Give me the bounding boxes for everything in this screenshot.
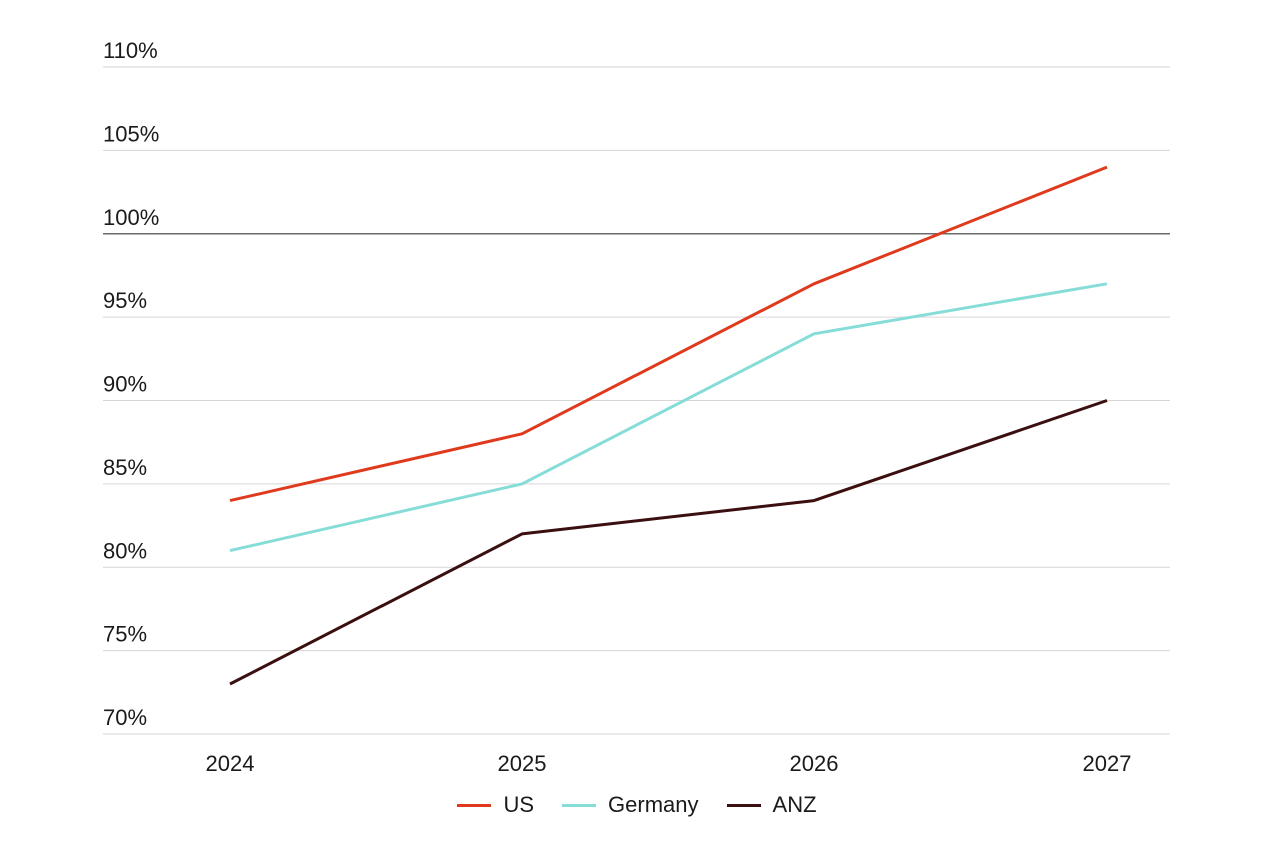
grid-lines: [103, 66, 1170, 735]
legend-label-us: US: [503, 792, 535, 817]
x-tick-label: 2026: [790, 751, 839, 776]
y-tick-label: 100%: [103, 205, 159, 230]
legend-label-germany: Germany: [608, 792, 699, 817]
y-tick-label: 95%: [103, 288, 147, 313]
y-tick-label: 105%: [103, 121, 159, 146]
y-tick-label: 75%: [103, 622, 147, 647]
y-tick-label: 80%: [103, 538, 147, 563]
x-tick-label: 2027: [1083, 751, 1132, 776]
legend-item-germany: Germany: [562, 792, 699, 818]
legend-item-anz: ANZ: [726, 792, 817, 818]
x-tick-label: 2025: [498, 751, 547, 776]
x-tick-label: 2024: [206, 751, 255, 776]
legend: US Germany ANZ: [0, 790, 1274, 820]
y-tick-labels: 70% 75% 80% 85% 90% 95% 100% 105% 110%: [103, 38, 159, 730]
series-line-us: [229, 165, 1108, 503]
series-lines: [229, 165, 1108, 686]
x-tick-labels: 2024 2025 2026 2027: [206, 751, 1132, 776]
y-tick-label: 110%: [103, 38, 158, 63]
y-tick-label: 90%: [103, 372, 147, 397]
legend-swatch-germany: [562, 803, 597, 807]
series-line-germany: [229, 282, 1108, 553]
y-tick-label: 70%: [103, 705, 147, 730]
series-line-anz: [229, 399, 1108, 686]
legend-item-us: US: [457, 792, 534, 818]
legend-swatch-us: [457, 803, 492, 807]
legend-swatch-anz: [726, 803, 761, 807]
legend-label-anz: ANZ: [772, 792, 817, 817]
y-tick-label: 85%: [103, 455, 147, 480]
